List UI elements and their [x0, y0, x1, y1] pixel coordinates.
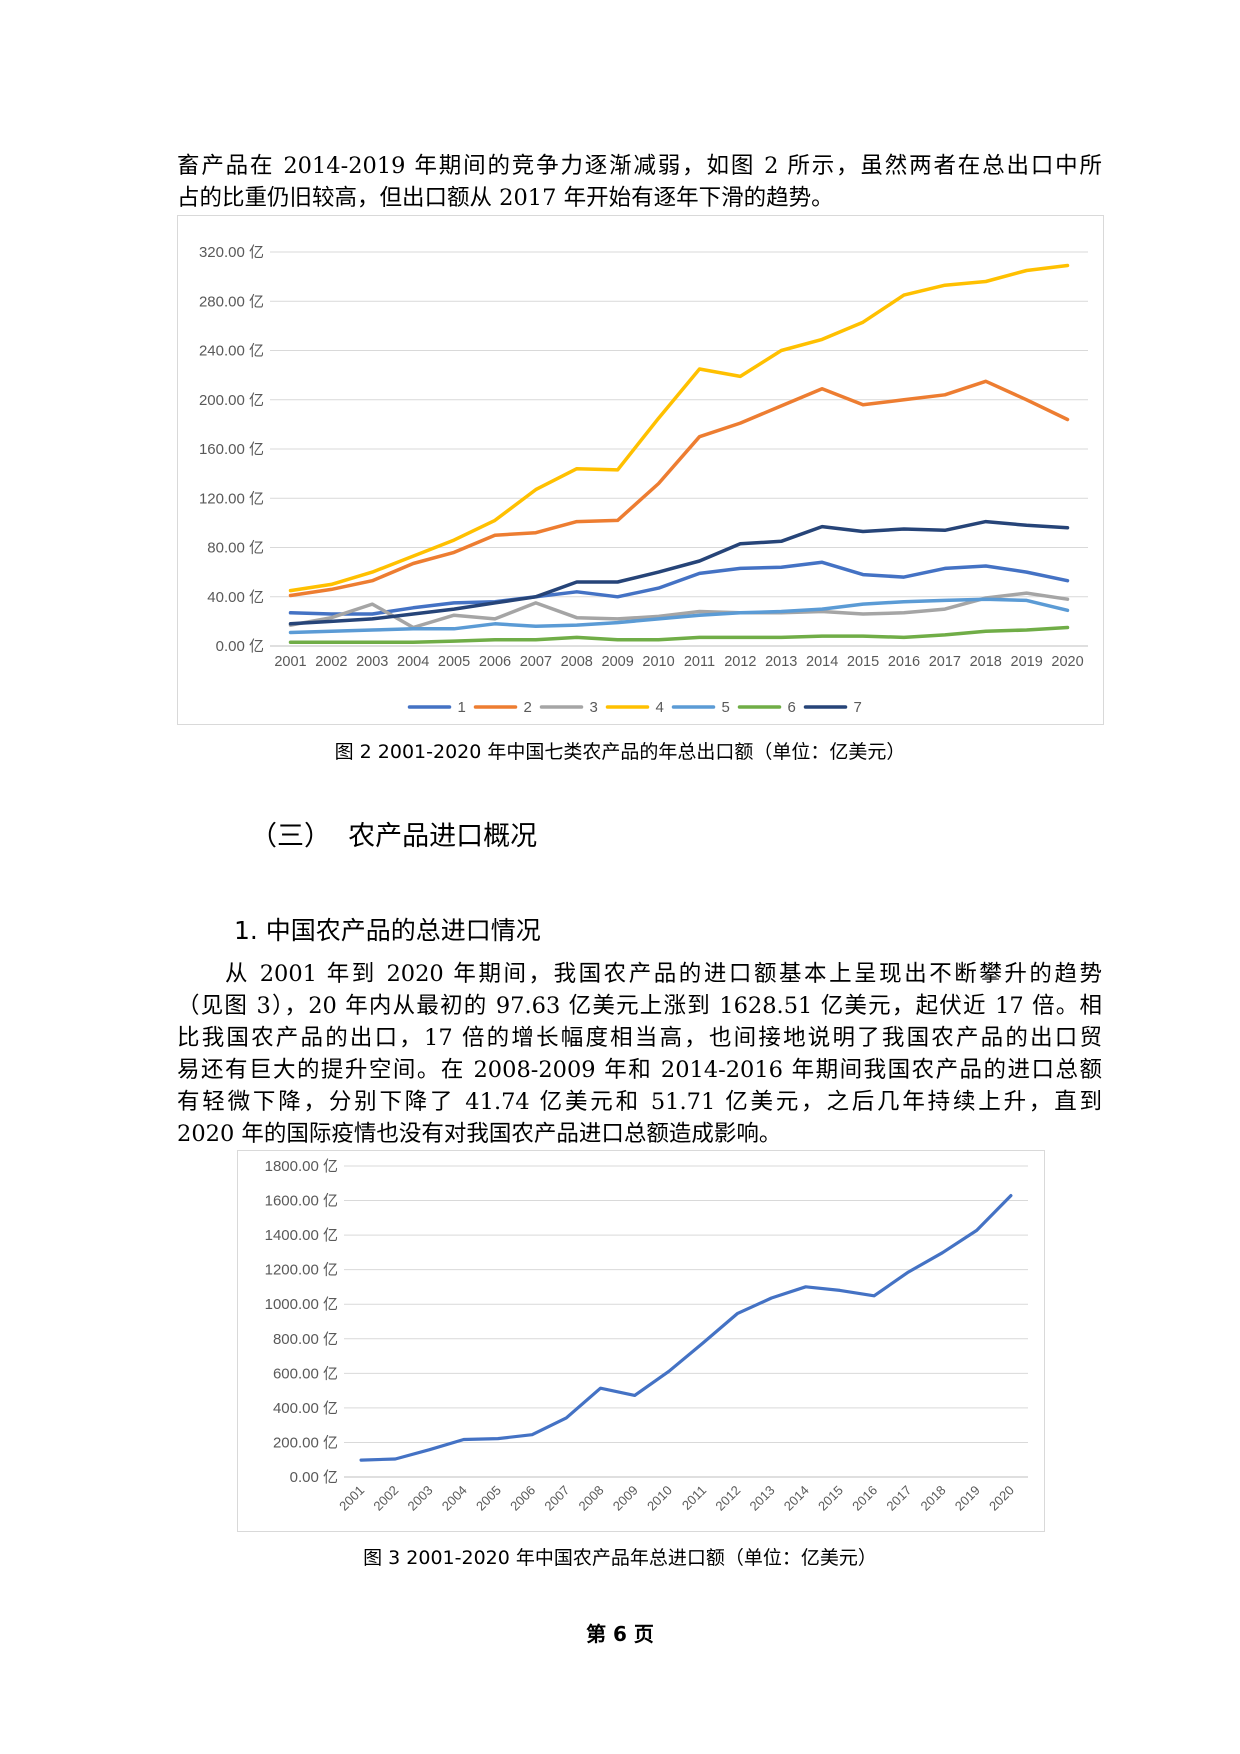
import-line-6: 2020 年的国际疫情也没有对我国农产品进口总额造成影响。 — [177, 1121, 782, 1147]
x-tick-label-2008: 2008 — [561, 654, 593, 670]
x-tick-label-2011: 2011 — [679, 1483, 709, 1513]
x-tick-label-2017: 2017 — [929, 654, 961, 670]
y-tick-label-3: 120.00 亿 — [199, 490, 264, 507]
legend-label-5: 5 — [722, 699, 730, 716]
series-line-进口额 — [359, 1193, 1013, 1462]
y-tick-label-3: 600.00 亿 — [273, 1365, 338, 1382]
export-line-chart: 0.00 亿 40.00 亿 80.00 亿 120.00 亿 160.00 亿 200.… — [199, 244, 1088, 716]
y-tick-label-8: 320.00 亿 — [199, 244, 264, 261]
x-tick-label-2011: 2011 — [684, 654, 715, 670]
y-tick-label-5: 200.00 亿 — [199, 392, 264, 409]
x-tick-label-2018: 2018 — [918, 1483, 949, 1514]
legend-label-6: 6 — [788, 699, 796, 716]
y-tick-label-0: 0.00 亿 — [216, 638, 264, 655]
x-tick-label-2002: 2002 — [315, 654, 347, 670]
x-tick-label-2003: 2003 — [356, 654, 388, 670]
series-line-5 — [288, 597, 1070, 635]
intro-paragraph: 畜产品在 2014-2019 年期间的竞争力逐渐减弱，如图 2 所示，虽然两者在… — [177, 150, 1102, 214]
x-tick-label-2017: 2017 — [883, 1483, 914, 1514]
y-tick-label-5: 1000.00 亿 — [265, 1296, 338, 1313]
intro-line-2: 占的比重仍旧较高，但出口额从 2017 年开始有逐年下滑的趋势。 — [177, 185, 834, 211]
x-tick-label-2009: 2009 — [602, 654, 634, 670]
y-tick-label-9: 1800.00 亿 — [265, 1158, 338, 1175]
x-tick-label-2008: 2008 — [576, 1483, 607, 1514]
x-tick-label-2013: 2013 — [765, 654, 797, 670]
y-tick-label-2: 400.00 亿 — [273, 1400, 338, 1417]
import-chart-frame: 0.00 亿 200.00 亿 400.00 亿 600.00 亿 800.00 亿 10… — [237, 1150, 1045, 1532]
x-tick-label-2012: 2012 — [724, 654, 756, 670]
x-tick-label-2002: 2002 — [370, 1483, 401, 1514]
x-tick-label-2020: 2020 — [986, 1483, 1017, 1514]
legend-label-4: 4 — [656, 699, 664, 716]
x-tick-label-2010: 2010 — [642, 654, 674, 670]
y-tick-label-4: 800.00 亿 — [273, 1331, 338, 1348]
legend-label-1: 1 — [458, 699, 466, 716]
figure3-caption: 图 3 2001-2020 年中国农产品年总进口额（单位：亿美元） — [363, 1547, 877, 1569]
import-paragraph: 从 2001 年到 2020 年期间，我国农产品的进口额基本上呈现出不断攀升的趋… — [177, 958, 1102, 1150]
x-tick-label-2005: 2005 — [438, 654, 470, 670]
x-tick-label-2006: 2006 — [479, 654, 511, 670]
import-line-4: 易还有巨大的提升空间。在 2008-2009 年和 2014-2016 年期间我… — [177, 1057, 1102, 1083]
figure2-caption: 图 2 2001-2020 年中国七类农产品的年总出口额（单位：亿美元） — [334, 741, 906, 763]
x-tick-label-2015: 2015 — [847, 654, 879, 670]
legend-label-7: 7 — [854, 699, 862, 716]
x-tick-label-2018: 2018 — [970, 654, 1002, 670]
series-line-6 — [288, 625, 1070, 645]
x-tick-label-2016: 2016 — [888, 654, 920, 670]
legend-label-2: 2 — [524, 699, 532, 716]
x-tick-label-2019: 2019 — [1011, 654, 1043, 670]
x-tick-label-2014: 2014 — [781, 1483, 812, 1514]
x-tick-label-2009: 2009 — [610, 1483, 641, 1514]
section-heading: （三） 农产品进口概况 — [250, 821, 538, 852]
subsection-heading: 1. 中国农产品的总进口情况 — [234, 916, 541, 945]
y-tick-label-6: 1200.00 亿 — [265, 1262, 338, 1279]
series-line-1 — [288, 560, 1070, 616]
series-line-2 — [288, 379, 1070, 598]
y-tick-label-7: 280.00 亿 — [199, 293, 264, 310]
x-tick-label-2013: 2013 — [747, 1483, 778, 1514]
y-tick-label-6: 240.00 亿 — [199, 343, 264, 360]
import-line-chart: 0.00 亿 200.00 亿 400.00 亿 600.00 亿 800.00 亿 10… — [265, 1158, 1028, 1514]
x-tick-label-2004: 2004 — [397, 654, 429, 670]
intro-line-1: 畜产品在 2014-2019 年期间的竞争力逐渐减弱，如图 2 所示，虽然两者在… — [177, 153, 1102, 179]
page-number: 第 6 页 — [586, 1622, 654, 1646]
x-tick-label-2010: 2010 — [644, 1483, 675, 1514]
x-tick-label-2001: 2001 — [274, 654, 306, 670]
x-tick-label-2020: 2020 — [1051, 654, 1083, 670]
series-line-7 — [288, 519, 1070, 626]
y-tick-label-1: 40.00 亿 — [207, 589, 264, 606]
x-tick-label-2016: 2016 — [849, 1483, 880, 1514]
x-tick-label-2006: 2006 — [507, 1483, 538, 1514]
y-tick-label-4: 160.00 亿 — [199, 441, 264, 458]
x-tick-label-2004: 2004 — [439, 1483, 470, 1514]
series-line-3 — [288, 591, 1070, 630]
x-tick-label-2003: 2003 — [405, 1483, 436, 1514]
export-chart-frame: 0.00 亿 40.00 亿 80.00 亿 120.00 亿 160.00 亿 200.… — [177, 215, 1104, 725]
x-tick-label-2014: 2014 — [806, 654, 838, 670]
y-tick-label-2: 80.00 亿 — [207, 540, 264, 557]
legend-label-3: 3 — [590, 699, 598, 716]
y-tick-label-7: 1400.00 亿 — [265, 1227, 338, 1244]
series-line-4 — [288, 263, 1070, 593]
x-tick-label-2005: 2005 — [473, 1483, 504, 1514]
import-line-1: 从 2001 年到 2020 年期间，我国农产品的进口额基本上呈现出不断攀升的趋… — [225, 961, 1102, 987]
x-tick-label-2007: 2007 — [541, 1483, 572, 1514]
x-tick-label-2001: 2001 — [336, 1483, 367, 1514]
x-tick-label-2012: 2012 — [712, 1483, 743, 1514]
import-line-5: 有轻微下降，分别下降了 41.74 亿美元和 51.71 亿美元，之后几年持续上… — [177, 1089, 1102, 1115]
x-tick-label-2015: 2015 — [815, 1483, 846, 1514]
y-tick-label-0: 0.00 亿 — [290, 1469, 338, 1486]
y-tick-label-8: 1600.00 亿 — [265, 1193, 338, 1210]
import-line-3: 比我国农产品的出口，17 倍的增长幅度相当高，也间接地说明了我国农产品的出口贸 — [177, 1025, 1102, 1051]
import-line-2: （见图 3），20 年内从最初的 97.63 亿美元上涨到 1628.51 亿美… — [177, 993, 1103, 1019]
x-tick-label-2019: 2019 — [952, 1483, 983, 1514]
x-tick-label-2007: 2007 — [520, 654, 552, 670]
y-tick-label-1: 200.00 亿 — [273, 1434, 338, 1451]
